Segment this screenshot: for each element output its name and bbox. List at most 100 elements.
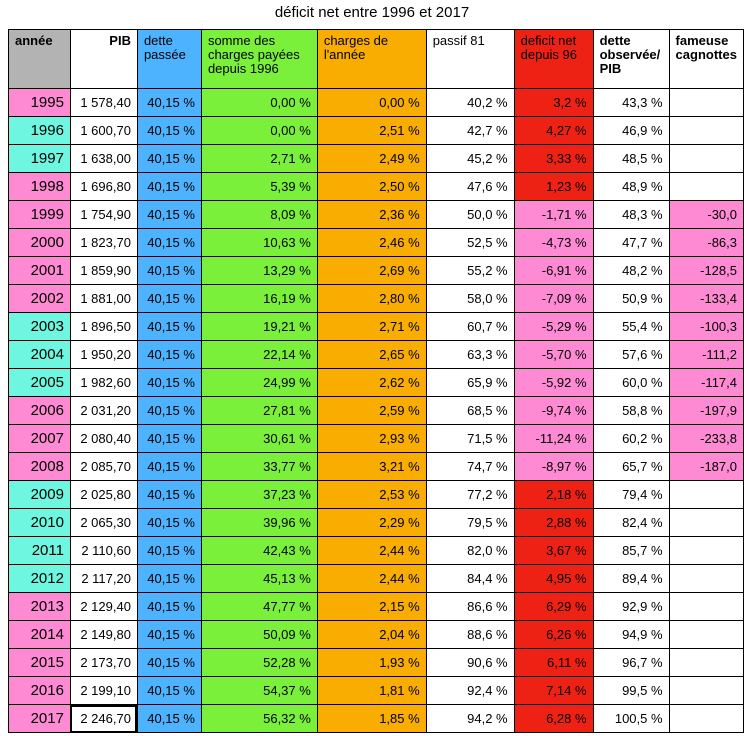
cell-annee: 2012 <box>8 564 71 593</box>
cell-charges-annee: 2,71 % <box>316 312 427 341</box>
cell-dette-observee: 65,7 % <box>592 452 670 481</box>
cell-somme-charges: 39,96 % <box>200 508 318 537</box>
cell-cagnotte <box>668 144 744 173</box>
cell-somme-charges: 45,13 % <box>200 564 318 593</box>
cell-cagnotte <box>668 648 744 677</box>
cell-somme-charges: 10,63 % <box>200 228 318 257</box>
cell-cagnotte: -233,8 <box>668 424 744 453</box>
cell-somme-charges: 5,39 % <box>200 172 318 201</box>
cell-cagnotte <box>668 116 744 145</box>
table-row: 1997 1 638,00 40,15 % 2,71 % 2,49 % 45,2 % 3,3… <box>8 144 744 173</box>
cell-dette-passee: 40,15 % <box>136 312 202 341</box>
table-row: 2001 1 859,90 40,15 % 13,29 % 2,69 % 55,2 % -6… <box>8 256 744 285</box>
cell-pib: 1 950,20 <box>69 340 138 369</box>
cell-annee: 2017 <box>8 704 71 733</box>
table-title: déficit net entre 1996 et 2017 <box>274 4 470 21</box>
cell-charges-annee: 3,21 % <box>316 452 427 481</box>
cell-dette-observee: 94,9 % <box>592 620 670 649</box>
cell-charges-annee: 2,44 % <box>316 564 427 593</box>
cell-pib: 2 173,70 <box>69 648 138 677</box>
table-row: 1995 1 578,40 40,15 % 0,00 % 0,00 % 40,2 % 3,2… <box>8 88 744 117</box>
cell-pib: 2 129,40 <box>69 592 138 621</box>
table-row: 2017 2 246,70 40,15 % 56,32 % 1,85 % 94,2 % 6,… <box>8 704 744 733</box>
cell-pib: 2 117,20 <box>69 564 138 593</box>
table-row: 2012 2 117,20 40,15 % 45,13 % 2,44 % 84,4 % 4,… <box>8 564 744 593</box>
cell-dette-passee: 40,15 % <box>136 396 202 425</box>
cell-passif: 40,2 % <box>425 88 515 117</box>
cell-passif: 74,7 % <box>425 452 515 481</box>
table-row: 1999 1 754,90 40,15 % 8,09 % 2,36 % 50,0 % -1,… <box>8 200 744 229</box>
cell-somme-charges: 13,29 % <box>200 256 318 285</box>
cell-dette-observee: 79,4 % <box>592 480 670 509</box>
cell-dette-observee: 60,0 % <box>592 368 670 397</box>
cell-cagnotte <box>668 480 744 509</box>
header-row: année PIB dette passée somme des charges… <box>8 29 744 89</box>
cell-passif: 90,6 % <box>425 648 515 677</box>
table-row: 1996 1 600,70 40,15 % 0,00 % 2,51 % 42,7 % 4,2… <box>8 116 744 145</box>
cell-deficit-net: -5,70 % <box>513 340 594 369</box>
cell-deficit-net: 2,88 % <box>513 508 594 537</box>
cell-pib: 2 199,10 <box>69 676 138 705</box>
cell-passif: 79,5 % <box>425 508 515 537</box>
cell-cagnotte: -187,0 <box>668 452 744 481</box>
cell-dette-observee: 55,4 % <box>592 312 670 341</box>
cell-cagnotte: -197,9 <box>668 396 744 425</box>
table-row: 2005 1 982,60 40,15 % 24,99 % 2,62 % 65,9 % -5… <box>8 368 744 397</box>
cell-deficit-net: 6,11 % <box>513 648 594 677</box>
cell-deficit-net: -9,74 % <box>513 396 594 425</box>
cell-somme-charges: 19,21 % <box>200 312 318 341</box>
cell-charges-annee: 2,44 % <box>316 536 427 565</box>
cell-passif: 86,6 % <box>425 592 515 621</box>
table-row: 2002 1 881,00 40,15 % 16,19 % 2,80 % 58,0 % -7… <box>8 284 744 313</box>
cell-passif: 63,3 % <box>425 340 515 369</box>
cell-deficit-net: 2,18 % <box>513 480 594 509</box>
cell-somme-charges: 54,37 % <box>200 676 318 705</box>
cell-charges-annee: 2,80 % <box>316 284 427 313</box>
cell-deficit-net: -6,91 % <box>513 256 594 285</box>
cell-passif: 82,0 % <box>425 536 515 565</box>
cell-charges-annee: 1,81 % <box>316 676 427 705</box>
cell-cagnotte: -111,2 <box>668 340 744 369</box>
cell-charges-annee: 1,93 % <box>316 648 427 677</box>
cell-deficit-net: -8,97 % <box>513 452 594 481</box>
cell-cagnotte <box>668 88 744 117</box>
cell-annee: 2005 <box>8 368 71 397</box>
cell-dette-observee: 58,8 % <box>592 396 670 425</box>
cell-somme-charges: 47,77 % <box>200 592 318 621</box>
cell-passif: 47,6 % <box>425 172 515 201</box>
cell-annee: 2004 <box>8 340 71 369</box>
cell-passif: 60,7 % <box>425 312 515 341</box>
cell-dette-observee: 82,4 % <box>592 508 670 537</box>
cell-pib: 1 638,00 <box>69 144 138 173</box>
cell-somme-charges: 22,14 % <box>200 340 318 369</box>
cell-cagnotte: -86,3 <box>668 228 744 257</box>
cell-dette-observee: 60,2 % <box>592 424 670 453</box>
cell-charges-annee: 2,65 % <box>316 340 427 369</box>
table-row: 2016 2 199,10 40,15 % 54,37 % 1,81 % 92,4 % 7,… <box>8 676 744 705</box>
cell-somme-charges: 37,23 % <box>200 480 318 509</box>
cell-deficit-net: 1,23 % <box>513 172 594 201</box>
table-row: 2006 2 031,20 40,15 % 27,81 % 2,59 % 68,5 % -9… <box>8 396 744 425</box>
cell-dette-observee: 47,7 % <box>592 228 670 257</box>
header-charges-annee: charges de l'année <box>316 29 427 89</box>
cell-somme-charges: 24,99 % <box>200 368 318 397</box>
cell-dette-observee: 100,5 % <box>592 704 670 733</box>
cell-pib: 2 025,80 <box>69 480 138 509</box>
cell-deficit-net: -7,09 % <box>513 284 594 313</box>
cell-annee: 1999 <box>8 200 71 229</box>
cell-annee: 2013 <box>8 592 71 621</box>
cell-charges-annee: 2,50 % <box>316 172 427 201</box>
cell-pib: 2 110,60 <box>69 536 138 565</box>
cell-annee: 2010 <box>8 508 71 537</box>
cell-dette-passee: 40,15 % <box>136 452 202 481</box>
cell-dette-passee: 40,15 % <box>136 228 202 257</box>
cell-passif: 92,4 % <box>425 676 515 705</box>
cell-dette-observee: 57,6 % <box>592 340 670 369</box>
cell-pib: 1 881,00 <box>69 284 138 313</box>
cell-somme-charges: 0,00 % <box>200 88 318 117</box>
cell-passif: 68,5 % <box>425 396 515 425</box>
cell-annee: 2002 <box>8 284 71 313</box>
cell-charges-annee: 2,62 % <box>316 368 427 397</box>
cell-somme-charges: 33,77 % <box>200 452 318 481</box>
cell-somme-charges: 8,09 % <box>200 200 318 229</box>
